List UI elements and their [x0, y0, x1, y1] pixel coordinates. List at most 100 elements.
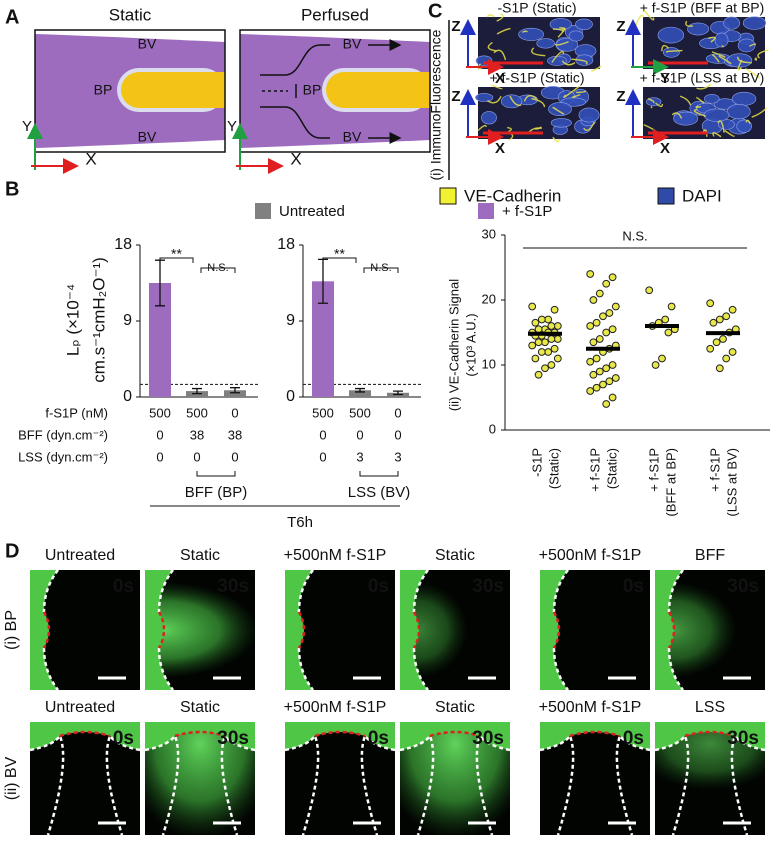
label: 500 [186, 405, 208, 420]
micrograph: 0s [30, 722, 140, 835]
label: Y [227, 118, 237, 135]
junction [487, 41, 497, 52]
y-axis-label: (ii) VE-Cadherin Signal [446, 279, 461, 411]
micrograph: 0s [285, 722, 395, 835]
wall-outline [655, 733, 765, 835]
junction [721, 45, 725, 48]
y-tick-label: 18 [277, 236, 295, 253]
nucleus [737, 38, 756, 53]
label: Y [660, 70, 670, 87]
data-point [608, 361, 617, 369]
bar [349, 390, 371, 397]
error-bar [355, 387, 365, 393]
label: Static [109, 5, 152, 24]
nucleus [736, 119, 752, 133]
label: 3 [394, 449, 401, 464]
dye-glow [400, 582, 468, 678]
data-point [534, 338, 543, 347]
time-label: 30s [217, 728, 249, 749]
micrograph: 30s [145, 722, 255, 835]
data-point [599, 380, 607, 389]
label: BV [343, 129, 362, 145]
x-tick-label: + f-S1P [646, 448, 661, 492]
junction [679, 95, 692, 106]
data-point [586, 387, 595, 395]
junction [724, 130, 735, 137]
label: T6h [287, 514, 313, 531]
x-tick-label: + f-S1P [707, 448, 722, 492]
junction [650, 105, 653, 109]
label: BP [303, 82, 322, 98]
junction [665, 49, 683, 53]
bar [224, 390, 246, 397]
significance-bracket [200, 267, 236, 273]
data-point [586, 322, 595, 330]
label: 500 [312, 405, 334, 420]
nucleus [475, 93, 494, 102]
data-point [547, 335, 556, 343]
channel [145, 570, 173, 690]
data-point [537, 348, 546, 356]
junction [563, 85, 580, 98]
interface-outline [552, 611, 561, 649]
junction [685, 20, 694, 27]
data-point [547, 361, 556, 369]
interface-outline [412, 611, 421, 649]
data-point [658, 354, 666, 363]
data-point [709, 318, 718, 327]
nucleus [550, 118, 572, 128]
junction [702, 129, 708, 137]
data-point [611, 302, 620, 311]
data-point [602, 400, 611, 408]
interface-outline [667, 611, 676, 649]
label: 0 [394, 427, 401, 442]
label: X [495, 140, 505, 157]
junction [531, 98, 546, 108]
junction [554, 41, 569, 46]
junction [711, 51, 726, 58]
data-point [728, 305, 737, 314]
nucleus [731, 91, 757, 106]
nucleus [547, 55, 567, 66]
micrograph: 30s [400, 570, 510, 690]
data-point [728, 348, 737, 356]
data-point [661, 315, 670, 324]
junction [557, 27, 566, 38]
junction [591, 65, 602, 72]
junction [655, 102, 663, 108]
label: + f-S1P (BFF at BP) [640, 0, 765, 16]
legend-swatch [255, 203, 271, 219]
y-tick-label: 0 [123, 388, 132, 405]
nucleus [578, 107, 600, 123]
wall-outline [400, 733, 510, 835]
junction [493, 49, 507, 61]
label: BV [138, 129, 157, 145]
nucleus [714, 32, 729, 48]
nucleus [657, 26, 685, 44]
bar [312, 281, 334, 397]
time-label: 30s [472, 576, 504, 597]
junction [583, 121, 596, 131]
time-label: 0s [623, 576, 644, 597]
junction [576, 90, 587, 94]
data-point [553, 322, 562, 330]
channel [285, 722, 395, 750]
label: 0 [231, 449, 238, 464]
data-point [550, 344, 559, 353]
junction [507, 126, 512, 133]
data-point [645, 286, 654, 295]
label: + f-S1P (Static) [489, 70, 584, 86]
group-bracket [359, 471, 399, 477]
data-point [611, 374, 620, 382]
data-point [706, 299, 715, 308]
junction [486, 95, 502, 104]
label: Untreated [45, 547, 115, 564]
junction [737, 56, 752, 64]
junction [745, 119, 751, 124]
y-tick-label: 0 [286, 388, 295, 405]
channel [285, 570, 313, 690]
nucleus [536, 38, 555, 49]
junction [754, 57, 758, 61]
junction [486, 14, 495, 18]
junction [671, 112, 683, 119]
